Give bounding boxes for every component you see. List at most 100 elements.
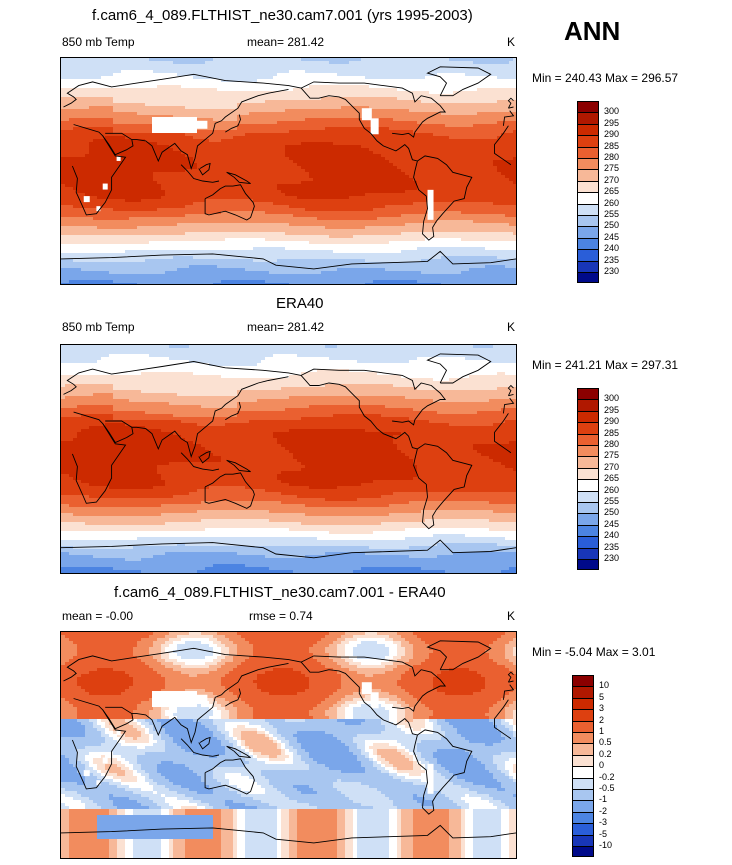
coastline-segment [426,66,492,97]
colorbar-tick-label: 260 [604,198,619,208]
colorbar-swatch [577,169,599,181]
coastline-segment [300,368,447,426]
coastline-segment [413,729,473,815]
colorbar-tick-label: 270 [604,175,619,185]
coastline-segment [105,88,289,170]
colorbar-tick-label: 0.5 [599,737,612,747]
colorbar-swatch [577,272,599,284]
colorbar-tick-label: 250 [604,220,619,230]
coastline-segment [105,376,289,458]
panel3-minmax: Min = -5.04 Max = 3.01 [532,645,655,659]
colorbar-tick-label: 0.2 [599,749,612,759]
coastline-segment [102,423,134,444]
colorbar-tick-label: 270 [604,462,619,472]
coastline-segment [507,97,514,109]
colorbar-swatch [572,846,594,858]
coastline-segment [180,738,220,757]
colorbar-swatch [577,388,599,400]
colorbar-tick-label: -10 [599,840,612,850]
colorbar-swatch [572,777,594,789]
coastline-segment [63,361,515,414]
colorbar-tick-label: 255 [604,209,619,219]
coastline-segment [507,384,514,397]
coastline-segment [426,353,492,384]
coastline-segment [413,155,473,241]
panel3-title: f.cam6_4_089.FLTHIST_ne30.cam7.001 - ERA… [114,584,446,601]
colorbar-tick-label: 290 [604,416,619,426]
colorbar-swatch [577,112,599,124]
coastline-segment [61,250,516,270]
season-label: ANN [564,16,620,47]
colorbar-swatch [577,547,599,559]
colorbar-tick-label: 285 [604,141,619,151]
colorbar-swatch [577,536,599,548]
coastline-segment [507,671,514,683]
colorbar-swatch [572,686,594,698]
panel1-minmax: Min = 240.43 Max = 296.57 [532,71,678,85]
colorbar-swatch [577,260,599,272]
colorbar-swatch [577,249,599,261]
colorbar-tick-label: 2 [599,715,604,725]
colorbar-swatch [572,834,594,846]
colorbar-tick-label: 0 [599,760,604,770]
colorbar-swatch [577,502,599,514]
colorbar-tick-label: 290 [604,129,619,139]
colorbar-swatch [577,467,599,480]
colorbar-tick-label: -0.2 [599,772,615,782]
colorbar-swatch [577,146,599,158]
coastline-segment [61,539,516,559]
colorbar-tick-label: 250 [604,507,619,517]
colorbar-swatch [572,754,594,767]
coastline-segment [300,375,418,450]
panel1-map [60,57,517,285]
coastline-segment [102,709,134,730]
coastline-segment [225,114,241,133]
colorbar-swatch [577,456,599,468]
masked-terrain [83,682,434,794]
coastline-segment [413,443,473,530]
temperature-field [61,58,516,284]
colorbar-tick-label: 280 [604,152,619,162]
panel1-units: K [507,35,515,49]
colorbar-swatch [577,422,599,434]
colorbar-tick-label: 230 [604,553,619,563]
colorbar-swatch [572,823,594,835]
colorbar-tick-label: 295 [604,118,619,128]
coastline-segment [225,688,241,707]
panel3-left-label: mean = -0.00 [62,609,133,623]
panel2-units: K [507,320,515,334]
panel1-left-label: 850 mb Temp [62,35,135,49]
coastline-segment [180,452,220,471]
coastline-segment [226,745,251,759]
colorbar-tick-label: 1 [599,726,604,736]
coastlines [61,353,516,559]
colorbar-swatch [577,215,599,227]
coastline-segment [300,661,418,736]
coastline-segment [225,401,241,421]
colorbar-tick-label: 260 [604,485,619,495]
panel2-center-label: mean= 281.42 [247,320,324,334]
colorbar-swatch [577,158,599,170]
coastline-segment [63,73,515,126]
coastline-segment [300,81,447,138]
colorbar-tick-label: 3 [599,703,604,713]
coastline-segment [102,135,134,156]
colorbar-swatch [572,732,594,744]
panel2-map [60,344,517,574]
colorbar-swatch [572,709,594,721]
colorbar-tick-label: -1 [599,794,607,804]
colorbar-swatch [577,490,599,502]
coastline-segment [226,171,251,185]
panel3-map [60,631,517,859]
colorbar-swatch [577,559,599,571]
coastline-segment [426,640,492,671]
colorbar-tick-label: 235 [604,255,619,265]
coastlines [61,640,516,844]
colorbar-tick-label: 235 [604,542,619,552]
colorbar-tick-label: 230 [604,266,619,276]
colorbar-swatch [577,410,599,423]
colorbar-swatch [577,101,599,113]
coastline-segment [198,736,211,750]
colorbar-tick-label: -5 [599,829,607,839]
panel2-left-label: 850 mb Temp [62,320,135,334]
